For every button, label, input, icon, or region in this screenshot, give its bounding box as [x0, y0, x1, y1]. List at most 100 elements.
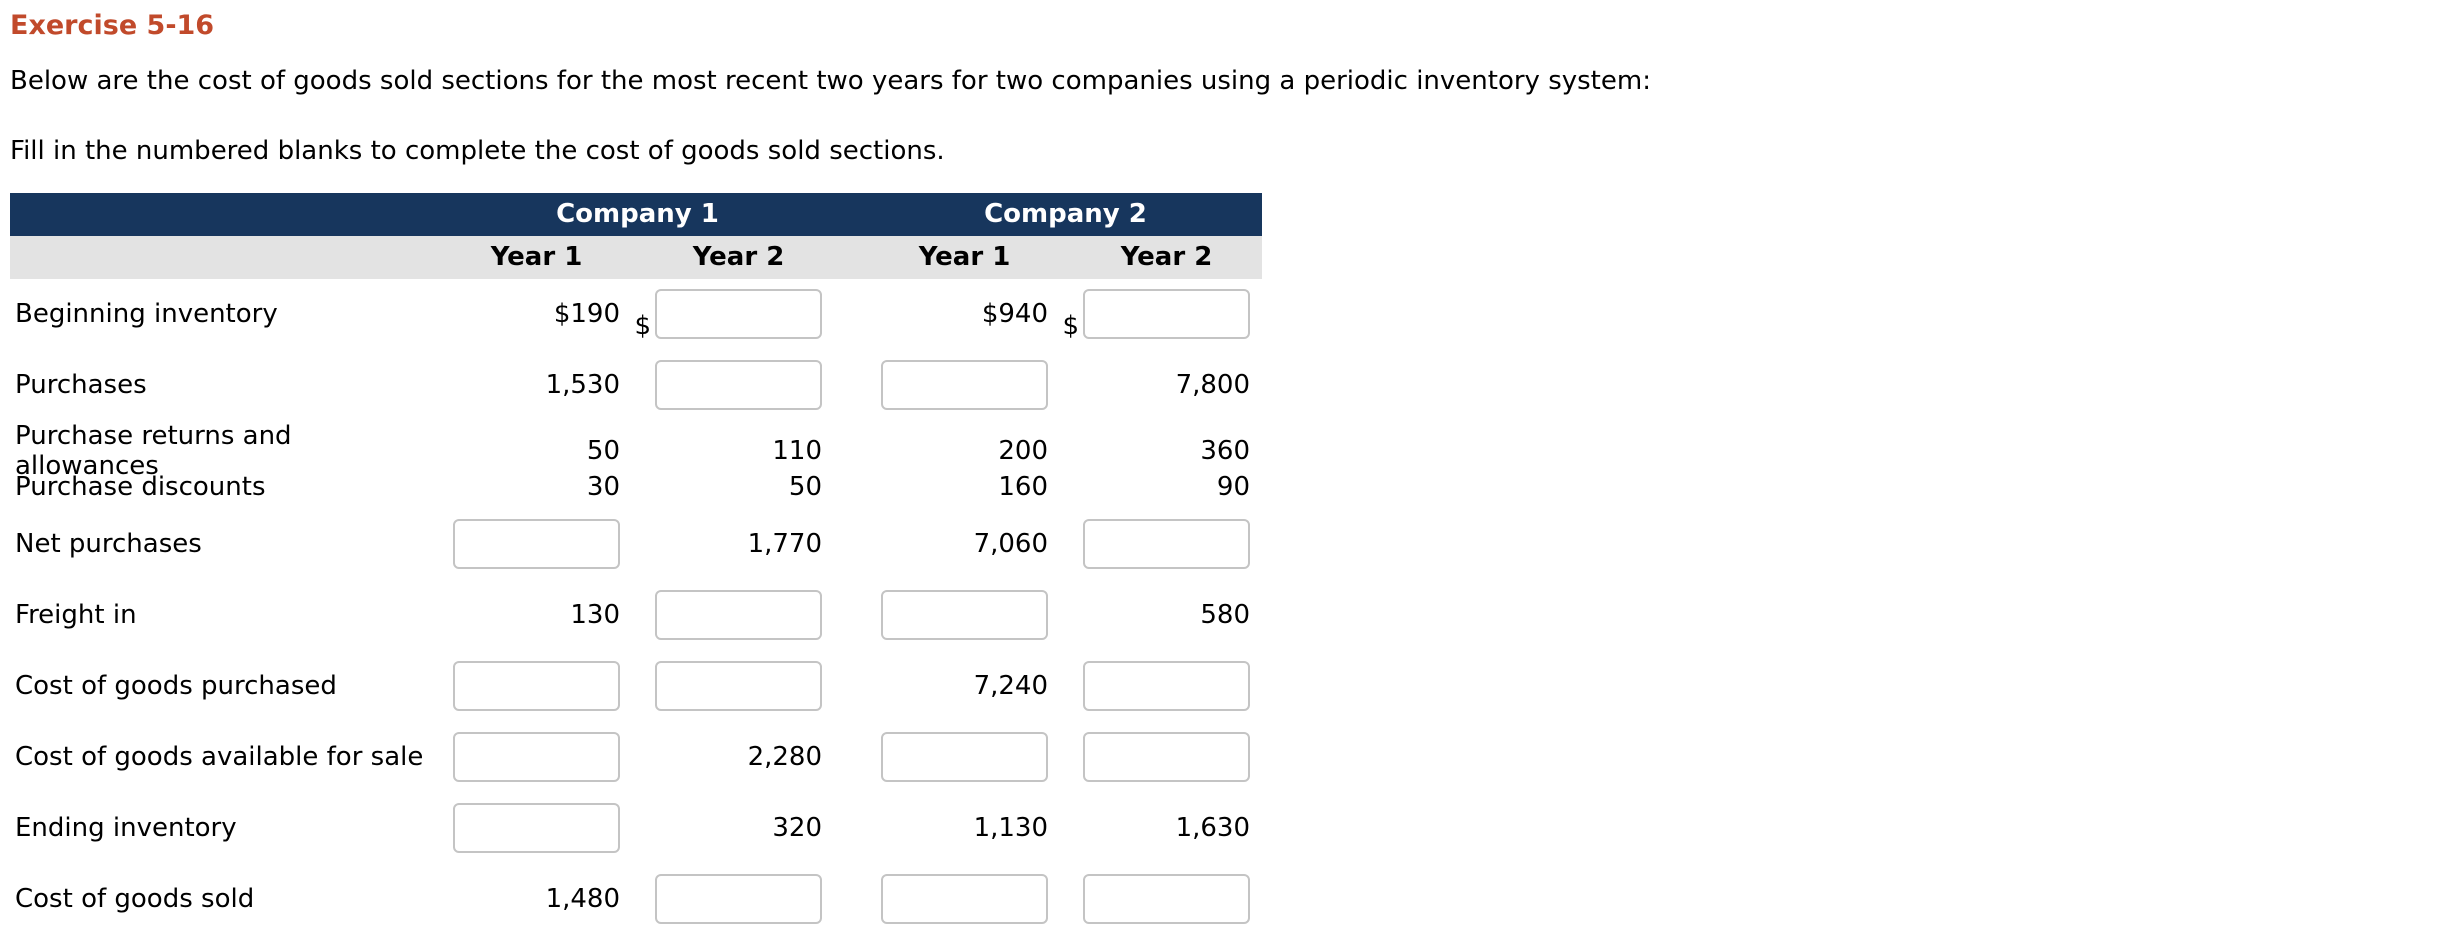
blank-input-purchases-c2y1[interactable] [881, 360, 1048, 411]
value-cell: 130 [443, 580, 620, 651]
year-header-c1y2: Year 2 [692, 242, 785, 273]
blank-input-cost-of-goods-available-for-sale-c2y1[interactable] [881, 732, 1048, 783]
cell-value: 1,480 [545, 884, 620, 915]
row-label: Beginning inventory [15, 299, 278, 330]
blank-input-cost-of-goods-purchased-c1y2[interactable] [655, 661, 822, 712]
blank-input-freight-in-c2y1[interactable] [881, 590, 1048, 641]
value-cell: 110 [620, 421, 822, 481]
intro-text: Below are the cost of goods sold section… [10, 66, 1651, 97]
row-pad [1250, 580, 1262, 651]
blank-input-beginning-inventory-c1y2[interactable] [655, 289, 822, 340]
dollar-prefix: $ [1062, 310, 1079, 341]
company-1-header-cell: Company 1 [443, 199, 822, 229]
blank-input-cost-of-goods-sold-c2y2[interactable] [1083, 874, 1250, 925]
value-cell: 160 [822, 465, 1048, 509]
value-cell: 30 [443, 465, 620, 509]
blank-input-purchases-c1y2[interactable] [655, 360, 822, 411]
row-label: Ending inventory [15, 813, 237, 844]
row-pad [1250, 793, 1262, 864]
blank-input-net-purchases-c1y1[interactable] [453, 519, 620, 570]
company-2-header-cell: Company 2 [822, 199, 1250, 229]
value-cell: $ [1048, 279, 1250, 350]
table-row: Cost of goods available for sale 2,280 [10, 722, 1262, 793]
cell-value: 1,530 [545, 370, 620, 401]
value-cell: $ [620, 279, 822, 350]
value-cell: 2,280 [620, 722, 822, 793]
row-pad [1250, 864, 1262, 935]
value-cell [620, 864, 822, 935]
table-body: Beginning inventory $190 $ $940 $ Purchases 1,… [10, 279, 1262, 935]
value-cell: 7,800 [1048, 350, 1250, 421]
value-cell: $940 [822, 279, 1048, 350]
row-label: Cost of goods available for sale [15, 742, 424, 773]
value-cell [1048, 864, 1250, 935]
cell-value: 2,280 [747, 742, 822, 773]
row-label: Purchase discounts [15, 471, 266, 502]
cell-value: 200 [998, 435, 1048, 466]
row-pad [1250, 279, 1262, 350]
row-label: Purchase returns and allowances [15, 420, 292, 481]
value-cell: 1,130 [822, 793, 1048, 864]
value-cell: 7,240 [822, 651, 1048, 722]
blank-input-cost-of-goods-sold-c1y2[interactable] [655, 874, 822, 925]
year-header-c1y1: Year 1 [490, 242, 583, 273]
cell-value: 1,630 [1175, 813, 1250, 844]
row-pad [1250, 722, 1262, 793]
blank-input-cost-of-goods-available-for-sale-c2y2[interactable] [1083, 732, 1250, 783]
value-cell: 580 [1048, 580, 1250, 651]
value-cell [620, 350, 822, 421]
row-label: Cost of goods sold [15, 884, 255, 915]
value-cell: 200 [822, 421, 1048, 481]
table-row: Purchase discounts 30 50 160 90 [10, 465, 1262, 509]
row-label: Cost of goods purchased [15, 671, 337, 702]
cell-value: 360 [1200, 435, 1250, 466]
year-header-row: Year 1 Year 2 Year 1 Year 2 [10, 235, 1262, 279]
value-cell [443, 793, 620, 864]
value-cell: 50 [443, 421, 620, 481]
blank-input-net-purchases-c2y2[interactable] [1083, 519, 1250, 570]
page-title: Exercise 5-16 [10, 10, 215, 41]
value-cell [443, 509, 620, 580]
blank-input-beginning-inventory-c2y2[interactable] [1083, 289, 1250, 340]
value-cell [620, 651, 822, 722]
value-cell [1048, 651, 1250, 722]
value-cell: $190 [443, 279, 620, 350]
cell-value: 130 [570, 600, 620, 631]
value-cell: 320 [620, 793, 822, 864]
cell-value: 580 [1200, 600, 1250, 631]
table-row: Purchases 1,530 7,800 [10, 350, 1262, 421]
cell-value: 7,060 [973, 529, 1048, 560]
cell-value: $940 [981, 299, 1048, 330]
company-2-header: Company 2 [984, 199, 1147, 230]
cogs-table: Company 1 Company 2 Year 1 Year 2 Year 1… [10, 192, 1262, 935]
table-row: Beginning inventory $190 $ $940 $ [10, 279, 1262, 350]
cell-value: 7,800 [1175, 370, 1250, 401]
company-header-row: Company 1 Company 2 [10, 192, 1262, 236]
cell-value: 50 [788, 471, 822, 502]
row-pad [1250, 465, 1262, 509]
blank-input-cost-of-goods-sold-c2y1[interactable] [881, 874, 1048, 925]
cell-value: 50 [586, 435, 620, 466]
value-cell: 1,770 [620, 509, 822, 580]
row-pad [1250, 350, 1262, 421]
blank-input-freight-in-c1y2[interactable] [655, 590, 822, 641]
value-cell [1048, 509, 1250, 580]
cell-value: 1,130 [973, 813, 1048, 844]
value-cell: 1,530 [443, 350, 620, 421]
company-1-header: Company 1 [556, 199, 719, 230]
blank-input-cost-of-goods-purchased-c1y1[interactable] [453, 661, 620, 712]
blank-input-ending-inventory-c1y1[interactable] [453, 803, 620, 854]
value-cell [443, 651, 620, 722]
cell-value: 90 [1216, 471, 1250, 502]
year-header-c1y1-cell: Year 1 [443, 242, 620, 272]
dollar-prefix: $ [634, 310, 651, 341]
table-row: Net purchases 1,770 7,060 [10, 509, 1262, 580]
value-cell: 90 [1048, 465, 1250, 509]
row-label: Net purchases [15, 529, 202, 560]
table-row: Freight in 130 580 [10, 580, 1262, 651]
blank-input-cost-of-goods-purchased-c2y2[interactable] [1083, 661, 1250, 712]
row-pad [1250, 509, 1262, 580]
blank-input-cost-of-goods-available-for-sale-c1y1[interactable] [453, 732, 620, 783]
year-header-c1y2-cell: Year 2 [620, 242, 822, 272]
